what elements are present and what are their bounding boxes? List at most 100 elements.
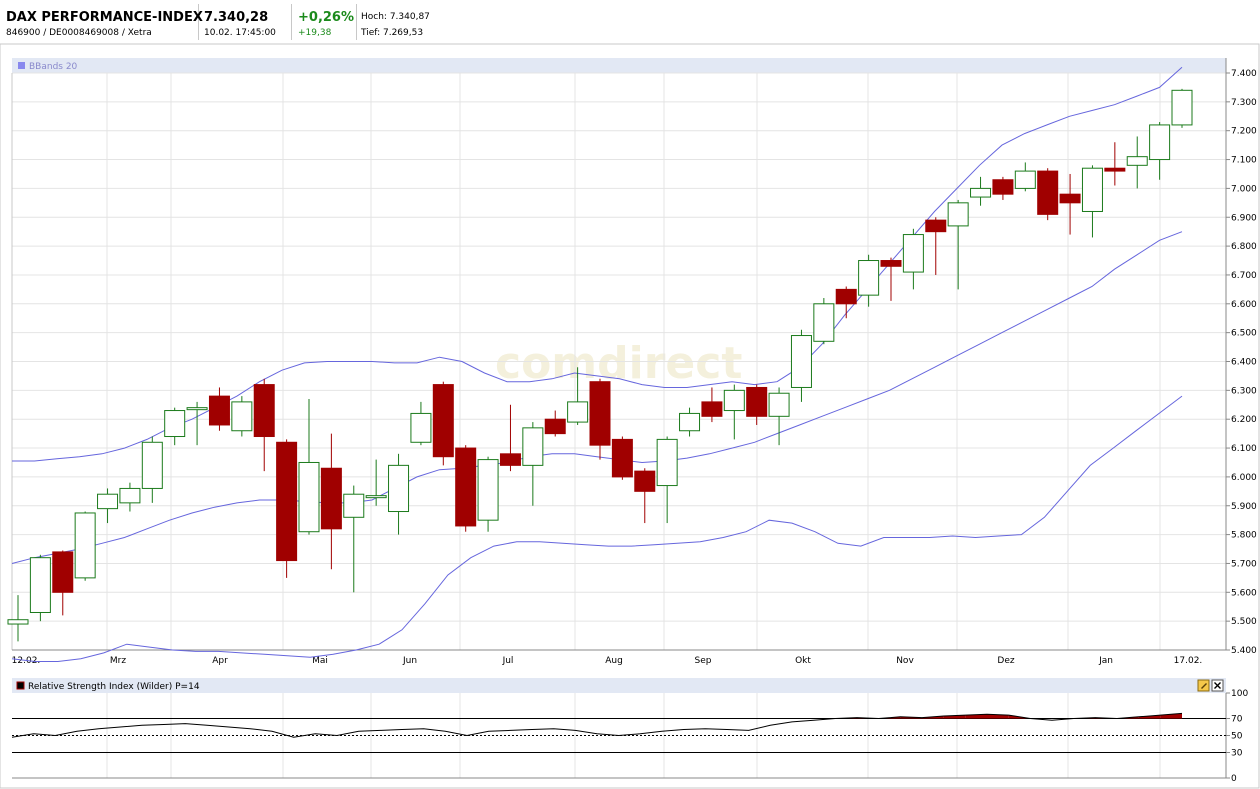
rsi-close-button[interactable] bbox=[1211, 679, 1224, 692]
change-percent: +0,26% bbox=[298, 10, 354, 25]
candle bbox=[790, 329, 812, 402]
y-tick-label: 7.100 bbox=[1231, 156, 1257, 166]
candle bbox=[880, 257, 902, 301]
candle-body bbox=[1014, 170, 1036, 189]
candle bbox=[925, 217, 947, 275]
y-tick-label: 6.100 bbox=[1231, 444, 1257, 454]
band-upper bbox=[12, 66, 1183, 462]
candlesticks bbox=[7, 88, 1193, 642]
candle-body bbox=[141, 441, 163, 489]
candle bbox=[1126, 136, 1148, 189]
candle bbox=[455, 445, 477, 532]
candle bbox=[164, 407, 186, 446]
x-tick-label: Mai bbox=[312, 656, 328, 666]
y-tick-label: 6.600 bbox=[1231, 300, 1257, 310]
y-tick-label: 5.800 bbox=[1231, 531, 1257, 541]
candle bbox=[499, 404, 521, 472]
candle-body bbox=[74, 512, 96, 579]
rsi-settings-button[interactable] bbox=[1197, 679, 1210, 692]
candle bbox=[1149, 122, 1171, 180]
y-tick-label: 7.400 bbox=[1231, 69, 1257, 79]
x-tick-label: Mrz bbox=[110, 656, 126, 666]
x-tick-label: Dez bbox=[997, 656, 1014, 666]
price-grid bbox=[12, 72, 1226, 651]
bollinger-bands bbox=[11, 66, 1183, 662]
y-tick-label: 5.900 bbox=[1231, 502, 1257, 512]
candle bbox=[320, 433, 342, 570]
x-tick-label: Jun bbox=[402, 656, 417, 666]
candle-body bbox=[746, 386, 768, 417]
candle bbox=[634, 468, 656, 524]
candle bbox=[835, 286, 857, 319]
candle-body bbox=[1126, 156, 1148, 166]
chart-frame bbox=[0, 43, 1260, 789]
quote-datetime: 10.02. 17:45:00 bbox=[204, 28, 276, 38]
candle-body bbox=[52, 551, 74, 593]
candle-body bbox=[925, 219, 947, 233]
rsi-title: Relative Strength Index (Wilder) P=14 bbox=[28, 682, 200, 692]
candle-body bbox=[902, 234, 924, 273]
y-tick-label: 6.800 bbox=[1231, 242, 1257, 252]
candle-body bbox=[320, 467, 342, 530]
candle bbox=[1059, 173, 1081, 235]
instrument-ids: 846900 / DE0008469008 / Xetra bbox=[6, 28, 152, 38]
quote-header: DAX PERFORMANCE-INDEX 846900 / DE0008469… bbox=[0, 0, 1260, 44]
candle bbox=[679, 407, 701, 437]
candle-body bbox=[186, 407, 208, 411]
candle bbox=[410, 401, 432, 446]
candle bbox=[29, 554, 51, 622]
candle-body bbox=[1037, 170, 1059, 215]
price-y-ticks: 7.400 7.300 7.200 7.100 7.000 6.900 6.800 6.700… bbox=[1226, 69, 1257, 656]
y-tick-label: 7.000 bbox=[1231, 184, 1257, 194]
rsi-panel-bar bbox=[12, 678, 1226, 693]
candle-body bbox=[477, 459, 499, 521]
y-tick-label: 6.300 bbox=[1231, 386, 1257, 396]
candle bbox=[1014, 162, 1036, 192]
candle-body bbox=[544, 418, 566, 435]
candle bbox=[947, 199, 969, 290]
y-tick-label: 6.900 bbox=[1231, 213, 1257, 223]
candle-body bbox=[1149, 124, 1171, 161]
candle bbox=[276, 439, 298, 578]
y-tick-label: 7.200 bbox=[1231, 127, 1257, 137]
rsi-y-ticks: 100 70 50 30 0 bbox=[1226, 689, 1248, 784]
candle bbox=[388, 453, 410, 535]
candle-body bbox=[388, 464, 410, 513]
candle bbox=[746, 384, 768, 425]
y-tick-label: 6.200 bbox=[1231, 415, 1257, 425]
candle-body bbox=[611, 438, 633, 478]
candle bbox=[208, 387, 230, 431]
candle bbox=[768, 387, 790, 446]
candle bbox=[1104, 142, 1126, 186]
candle-body bbox=[231, 401, 253, 432]
y-tick-label: 6.000 bbox=[1231, 473, 1257, 483]
band-middle bbox=[11, 231, 1183, 564]
y-tick-label: 7.300 bbox=[1231, 98, 1257, 108]
candle bbox=[611, 436, 633, 480]
candle-body bbox=[723, 389, 745, 412]
candle bbox=[567, 367, 589, 425]
x-tick-label: Aug bbox=[605, 656, 623, 666]
candle bbox=[701, 387, 723, 423]
candle-body bbox=[679, 412, 701, 432]
candle-body bbox=[365, 495, 387, 499]
candle-body bbox=[343, 493, 365, 518]
candle bbox=[298, 399, 320, 535]
y-tick-label: 5.400 bbox=[1231, 646, 1257, 656]
y-tick-label: 6.400 bbox=[1231, 358, 1257, 368]
candle bbox=[544, 410, 566, 437]
price-panel-bar bbox=[12, 58, 1226, 73]
y-tick-label: 5.600 bbox=[1231, 588, 1257, 598]
candle bbox=[253, 378, 275, 472]
candle bbox=[74, 511, 96, 581]
candle bbox=[1081, 165, 1103, 238]
candle-body bbox=[701, 401, 723, 417]
x-tick-label: Jan bbox=[1098, 656, 1113, 666]
candle-body bbox=[164, 410, 186, 438]
candle-body bbox=[432, 384, 454, 458]
x-tick-label: Sep bbox=[695, 656, 712, 666]
candle bbox=[723, 384, 745, 440]
candle bbox=[477, 456, 499, 532]
candle-body bbox=[7, 619, 29, 625]
x-tick-label: Okt bbox=[795, 656, 811, 666]
